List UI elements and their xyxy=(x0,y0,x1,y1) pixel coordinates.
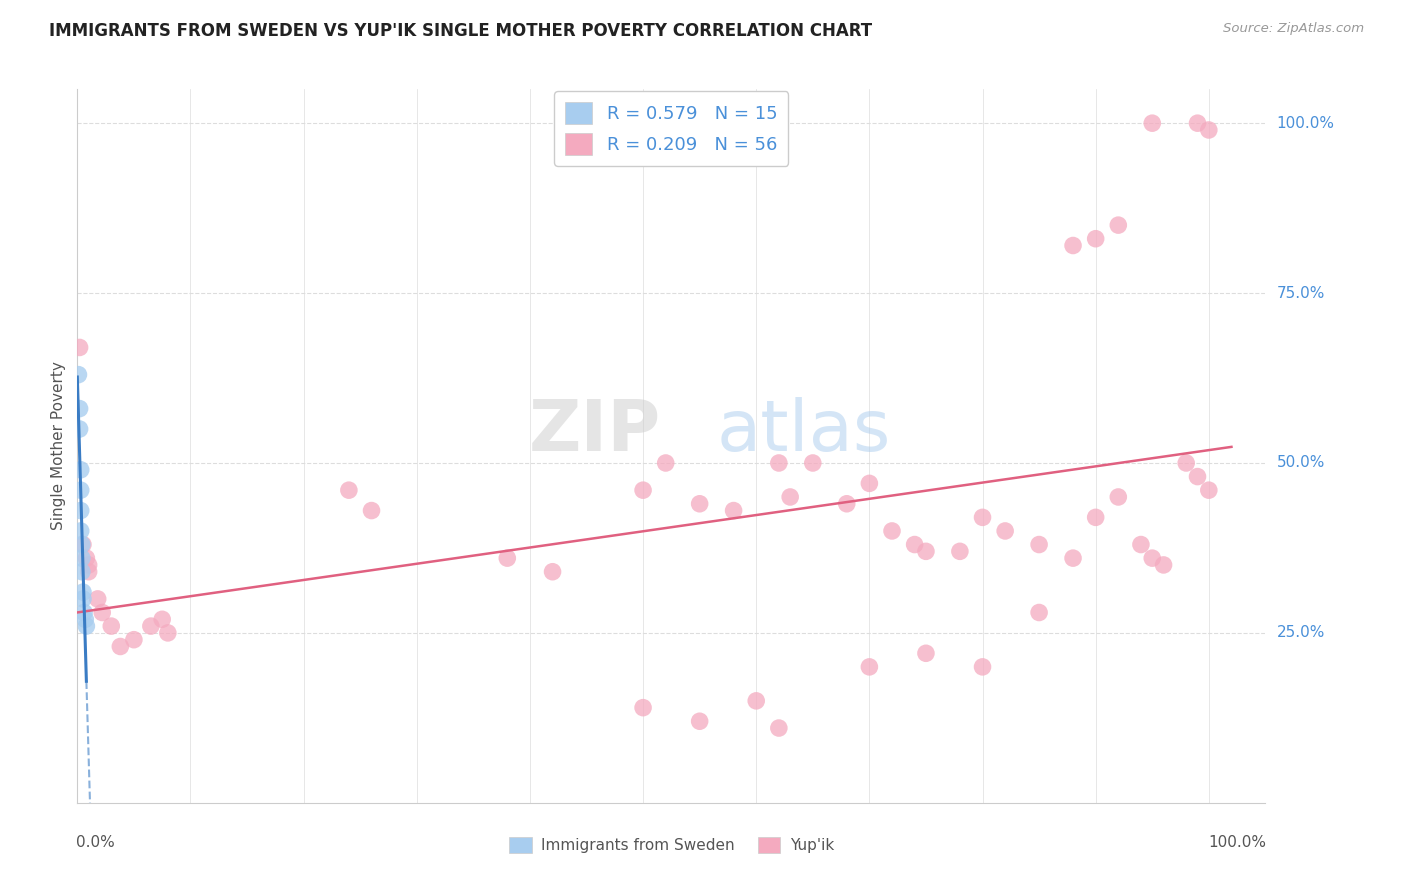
Point xyxy=(541,565,564,579)
Point xyxy=(779,490,801,504)
Point xyxy=(69,524,91,538)
Point xyxy=(1153,558,1175,572)
Point xyxy=(69,503,91,517)
Point xyxy=(69,422,91,436)
Point xyxy=(77,558,100,572)
Point xyxy=(1175,456,1198,470)
Point xyxy=(72,585,94,599)
Point xyxy=(689,714,711,729)
Text: Source: ZipAtlas.com: Source: ZipAtlas.com xyxy=(1223,22,1364,36)
Text: 100.0%: 100.0% xyxy=(1209,835,1267,850)
Point xyxy=(1028,537,1050,551)
Point xyxy=(1028,606,1050,620)
Point xyxy=(768,721,790,735)
Point xyxy=(745,694,768,708)
Y-axis label: Single Mother Poverty: Single Mother Poverty xyxy=(51,361,66,531)
Text: 50.0%: 50.0% xyxy=(1277,456,1324,470)
Text: ZIP: ZIP xyxy=(529,397,661,467)
Point xyxy=(86,591,108,606)
Point xyxy=(801,456,824,470)
Point xyxy=(337,483,360,498)
Point xyxy=(70,551,93,566)
Text: 75.0%: 75.0% xyxy=(1277,285,1324,301)
Point xyxy=(915,646,938,660)
Point xyxy=(994,524,1017,538)
Point xyxy=(70,565,93,579)
Text: 100.0%: 100.0% xyxy=(1277,116,1334,131)
Point xyxy=(360,503,382,517)
Point xyxy=(858,660,880,674)
Point xyxy=(631,483,654,498)
Point xyxy=(75,612,97,626)
Point xyxy=(915,544,938,558)
Point xyxy=(67,368,90,382)
Point xyxy=(949,544,972,558)
Point xyxy=(73,606,96,620)
Point xyxy=(1084,510,1107,524)
Point xyxy=(122,632,145,647)
Point xyxy=(723,503,745,517)
Point xyxy=(150,612,173,626)
Text: atlas: atlas xyxy=(717,397,891,467)
Point xyxy=(1062,238,1084,252)
Point xyxy=(1062,551,1084,566)
Point xyxy=(156,626,179,640)
Point xyxy=(1187,469,1209,483)
Point xyxy=(496,551,519,566)
Point xyxy=(1107,490,1129,504)
Point xyxy=(72,591,94,606)
Point xyxy=(631,700,654,714)
Point xyxy=(91,606,114,620)
Point xyxy=(654,456,676,470)
Point xyxy=(1187,116,1209,130)
Text: 0.0%: 0.0% xyxy=(76,835,115,850)
Point xyxy=(1142,116,1164,130)
Point xyxy=(69,463,91,477)
Point xyxy=(972,660,994,674)
Point xyxy=(110,640,132,654)
Point xyxy=(100,619,122,633)
Point xyxy=(75,551,97,566)
Point xyxy=(880,524,903,538)
Point xyxy=(768,456,790,470)
Point xyxy=(139,619,162,633)
Point xyxy=(72,537,94,551)
Point xyxy=(835,497,858,511)
Point xyxy=(858,476,880,491)
Point xyxy=(972,510,994,524)
Point xyxy=(1142,551,1164,566)
Legend: Immigrants from Sweden, Yup'ik: Immigrants from Sweden, Yup'ik xyxy=(503,831,839,859)
Point xyxy=(69,401,91,416)
Point xyxy=(1198,483,1220,498)
Text: 25.0%: 25.0% xyxy=(1277,625,1324,640)
Point xyxy=(75,619,97,633)
Point xyxy=(1084,232,1107,246)
Point xyxy=(69,483,91,498)
Point xyxy=(70,537,93,551)
Point xyxy=(69,341,91,355)
Point xyxy=(1198,123,1220,137)
Point xyxy=(1107,218,1129,232)
Point xyxy=(904,537,927,551)
Point xyxy=(689,497,711,511)
Text: IMMIGRANTS FROM SWEDEN VS YUP'IK SINGLE MOTHER POVERTY CORRELATION CHART: IMMIGRANTS FROM SWEDEN VS YUP'IK SINGLE … xyxy=(49,22,872,40)
Point xyxy=(1129,537,1152,551)
Point xyxy=(77,565,100,579)
